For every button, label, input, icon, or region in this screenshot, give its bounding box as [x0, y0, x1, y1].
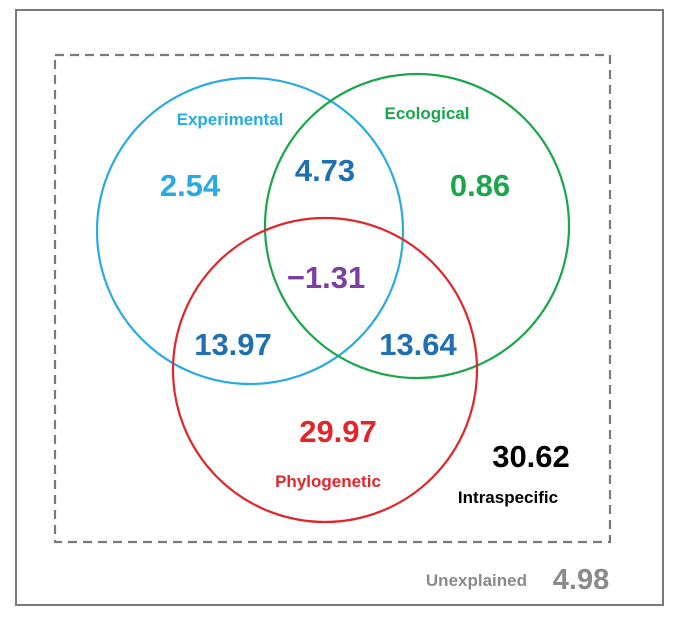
experimental-label: Experimental — [177, 110, 284, 129]
intraspecific-value: 30.62 — [492, 439, 570, 474]
phylogenetic-circle — [171, 216, 479, 524]
intraspecific-label: Intraspecific — [458, 488, 558, 507]
ecological-label: Ecological — [384, 104, 469, 123]
phylogenetic-only-value: 29.97 — [299, 414, 377, 449]
experimental-phylogenetic-value: 13.97 — [194, 327, 272, 362]
all-three-value: −1.31 — [287, 260, 365, 295]
ecological-circle — [263, 72, 571, 380]
experimental-circle — [95, 76, 405, 386]
phylogenetic-label: Phylogenetic — [275, 472, 381, 491]
ecological-phylogenetic-value: 13.64 — [379, 327, 457, 362]
experimental-ecological-value: 4.73 — [295, 153, 355, 188]
unexplained-value: 4.98 — [553, 564, 609, 596]
intraspecific-box — [53, 53, 612, 544]
experimental-only-value: 2.54 — [160, 168, 221, 203]
ecological-only-value: 0.86 — [450, 168, 510, 203]
unexplained-label: Unexplained — [426, 571, 527, 590]
outer-frame — [15, 9, 664, 606]
